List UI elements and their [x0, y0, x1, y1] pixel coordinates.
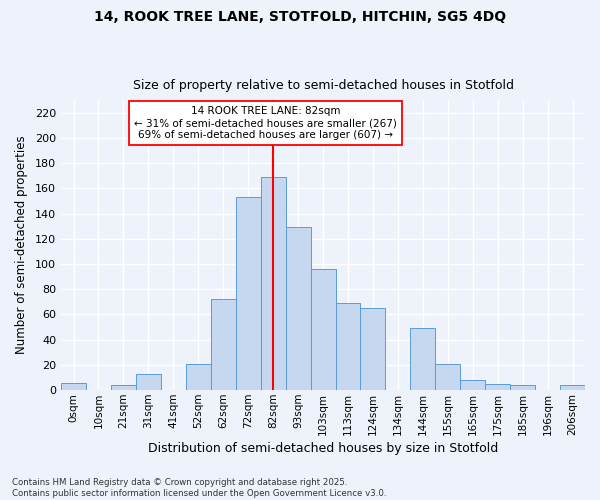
Bar — [335, 303, 361, 390]
Bar — [260, 177, 286, 390]
Bar — [460, 380, 485, 390]
Text: 14, ROOK TREE LANE, STOTFOLD, HITCHIN, SG5 4DQ: 14, ROOK TREE LANE, STOTFOLD, HITCHIN, S… — [94, 10, 506, 24]
Bar — [211, 300, 236, 390]
Bar — [61, 382, 86, 390]
X-axis label: Distribution of semi-detached houses by size in Stotfold: Distribution of semi-detached houses by … — [148, 442, 498, 455]
Text: 14 ROOK TREE LANE: 82sqm
← 31% of semi-detached houses are smaller (267)
69% of : 14 ROOK TREE LANE: 82sqm ← 31% of semi-d… — [134, 106, 397, 140]
Bar — [560, 385, 585, 390]
Bar — [510, 385, 535, 390]
Text: Contains HM Land Registry data © Crown copyright and database right 2025.
Contai: Contains HM Land Registry data © Crown c… — [12, 478, 386, 498]
Bar — [361, 308, 385, 390]
Bar — [111, 385, 136, 390]
Bar — [136, 374, 161, 390]
Bar — [410, 328, 436, 390]
Y-axis label: Number of semi-detached properties: Number of semi-detached properties — [15, 136, 28, 354]
Bar — [436, 364, 460, 390]
Bar — [236, 197, 260, 390]
Bar — [286, 228, 311, 390]
Bar — [311, 269, 335, 390]
Bar — [485, 384, 510, 390]
Bar — [186, 364, 211, 390]
Title: Size of property relative to semi-detached houses in Stotfold: Size of property relative to semi-detach… — [133, 79, 514, 92]
